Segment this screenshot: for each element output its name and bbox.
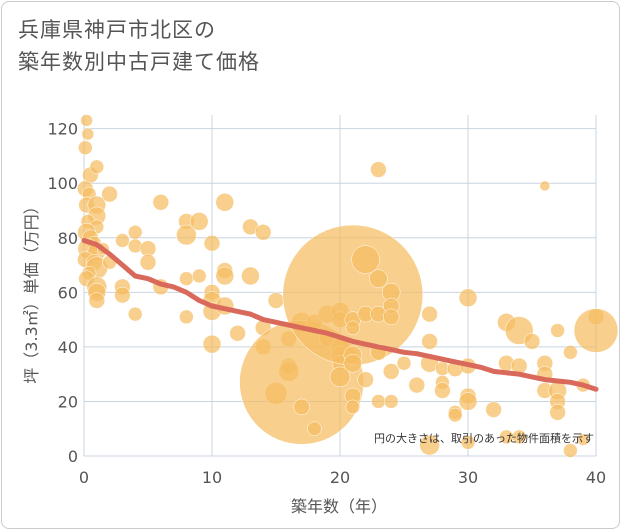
bubble-point <box>421 333 438 350</box>
bubble-point <box>202 334 222 354</box>
bubble-point <box>267 292 285 309</box>
bubble-point <box>179 271 194 286</box>
bubble-point <box>241 266 260 286</box>
y-tick-label: 80 <box>58 229 78 248</box>
y-tick-label: 40 <box>58 338 78 357</box>
bubble-point <box>485 401 502 418</box>
bubble-point <box>550 323 565 338</box>
bubble-point <box>81 127 95 141</box>
bubble-point <box>421 305 438 323</box>
bubble-point <box>383 394 399 409</box>
bubble-point <box>229 324 246 342</box>
bubble-point <box>563 443 578 458</box>
bubble-point <box>343 353 363 373</box>
bubble-point <box>329 366 351 388</box>
x-tick-label: 30 <box>458 468 478 487</box>
bubble-point <box>114 286 131 304</box>
bubble-point <box>215 193 235 212</box>
x-tick-label: 40 <box>586 468 606 487</box>
bubble-point <box>127 306 143 322</box>
x-tick-label: 0 <box>79 468 89 487</box>
bubble-point <box>345 320 361 336</box>
bubble-point <box>254 224 272 241</box>
bubble-point <box>80 114 93 127</box>
bubble-point <box>191 268 207 284</box>
bubble-point <box>458 392 478 411</box>
bubble-point <box>179 309 194 325</box>
bubble-point <box>549 404 566 421</box>
bubble-point <box>139 254 157 271</box>
bubble-point <box>396 355 412 371</box>
bubble-point <box>371 394 386 409</box>
bubble-point <box>460 435 476 450</box>
bubble-point <box>539 180 551 192</box>
x-axis-label: 築年数（年） <box>291 497 387 516</box>
bubble-point <box>576 433 590 446</box>
bubble-point <box>511 429 527 445</box>
bubble-point <box>115 233 130 248</box>
bubble-layer <box>77 114 619 458</box>
bubble-point <box>101 185 118 203</box>
bubble-point <box>357 371 374 388</box>
bubble-point <box>215 266 235 286</box>
y-tick-labels: 0 20 40 60 80 100 120 <box>47 120 78 466</box>
title-line-1: 兵庫県神戸市北区の <box>18 18 216 42</box>
bubble-point <box>573 308 619 353</box>
bubble-point <box>408 376 426 394</box>
bubble-point <box>293 398 310 416</box>
bubble-point <box>89 159 105 175</box>
y-tick-label: 0 <box>68 447 78 466</box>
bubble-point <box>88 292 106 309</box>
size-annotation: 円の大きさは、取引のあった物件面積を示す <box>374 431 594 445</box>
y-axis-label: 坪（3.3㎡）単価（万円） <box>22 198 41 383</box>
y-tick-label: 120 <box>47 120 78 139</box>
bubble-point <box>563 345 578 360</box>
bubble-point <box>176 224 197 246</box>
bubble-point <box>189 212 209 231</box>
y-tick-label: 20 <box>58 392 78 411</box>
bubble-point <box>127 225 143 240</box>
bubble-point <box>345 399 361 415</box>
x-tick-label: 10 <box>202 468 222 487</box>
bubble-point <box>351 245 380 274</box>
bubble-point <box>382 308 400 326</box>
bubble-point <box>419 434 440 456</box>
chart-title: 兵庫県神戸市北区の 築年数別中古戸建て価格 <box>18 14 260 78</box>
bubble-point <box>369 269 388 288</box>
bubble-point <box>434 382 451 399</box>
x-tick-labels: 0 10 20 30 40 <box>79 468 606 487</box>
y-tick-label: 60 <box>58 283 78 302</box>
bubble-point <box>370 161 387 178</box>
title-line-2: 築年数別中古戸建て価格 <box>18 50 260 74</box>
bubble-point <box>447 407 463 423</box>
bubble-point <box>523 333 541 350</box>
bubble-point <box>458 288 478 308</box>
bubble-point <box>282 224 424 366</box>
bubble-point <box>382 363 400 380</box>
trend-line <box>81 238 599 392</box>
x-tick-label: 20 <box>330 468 350 487</box>
bubble-point <box>152 194 170 211</box>
bubble-point <box>203 234 221 252</box>
y-tick-label: 100 <box>47 174 78 193</box>
bubble-point <box>78 140 93 155</box>
bubble-point <box>307 421 322 436</box>
